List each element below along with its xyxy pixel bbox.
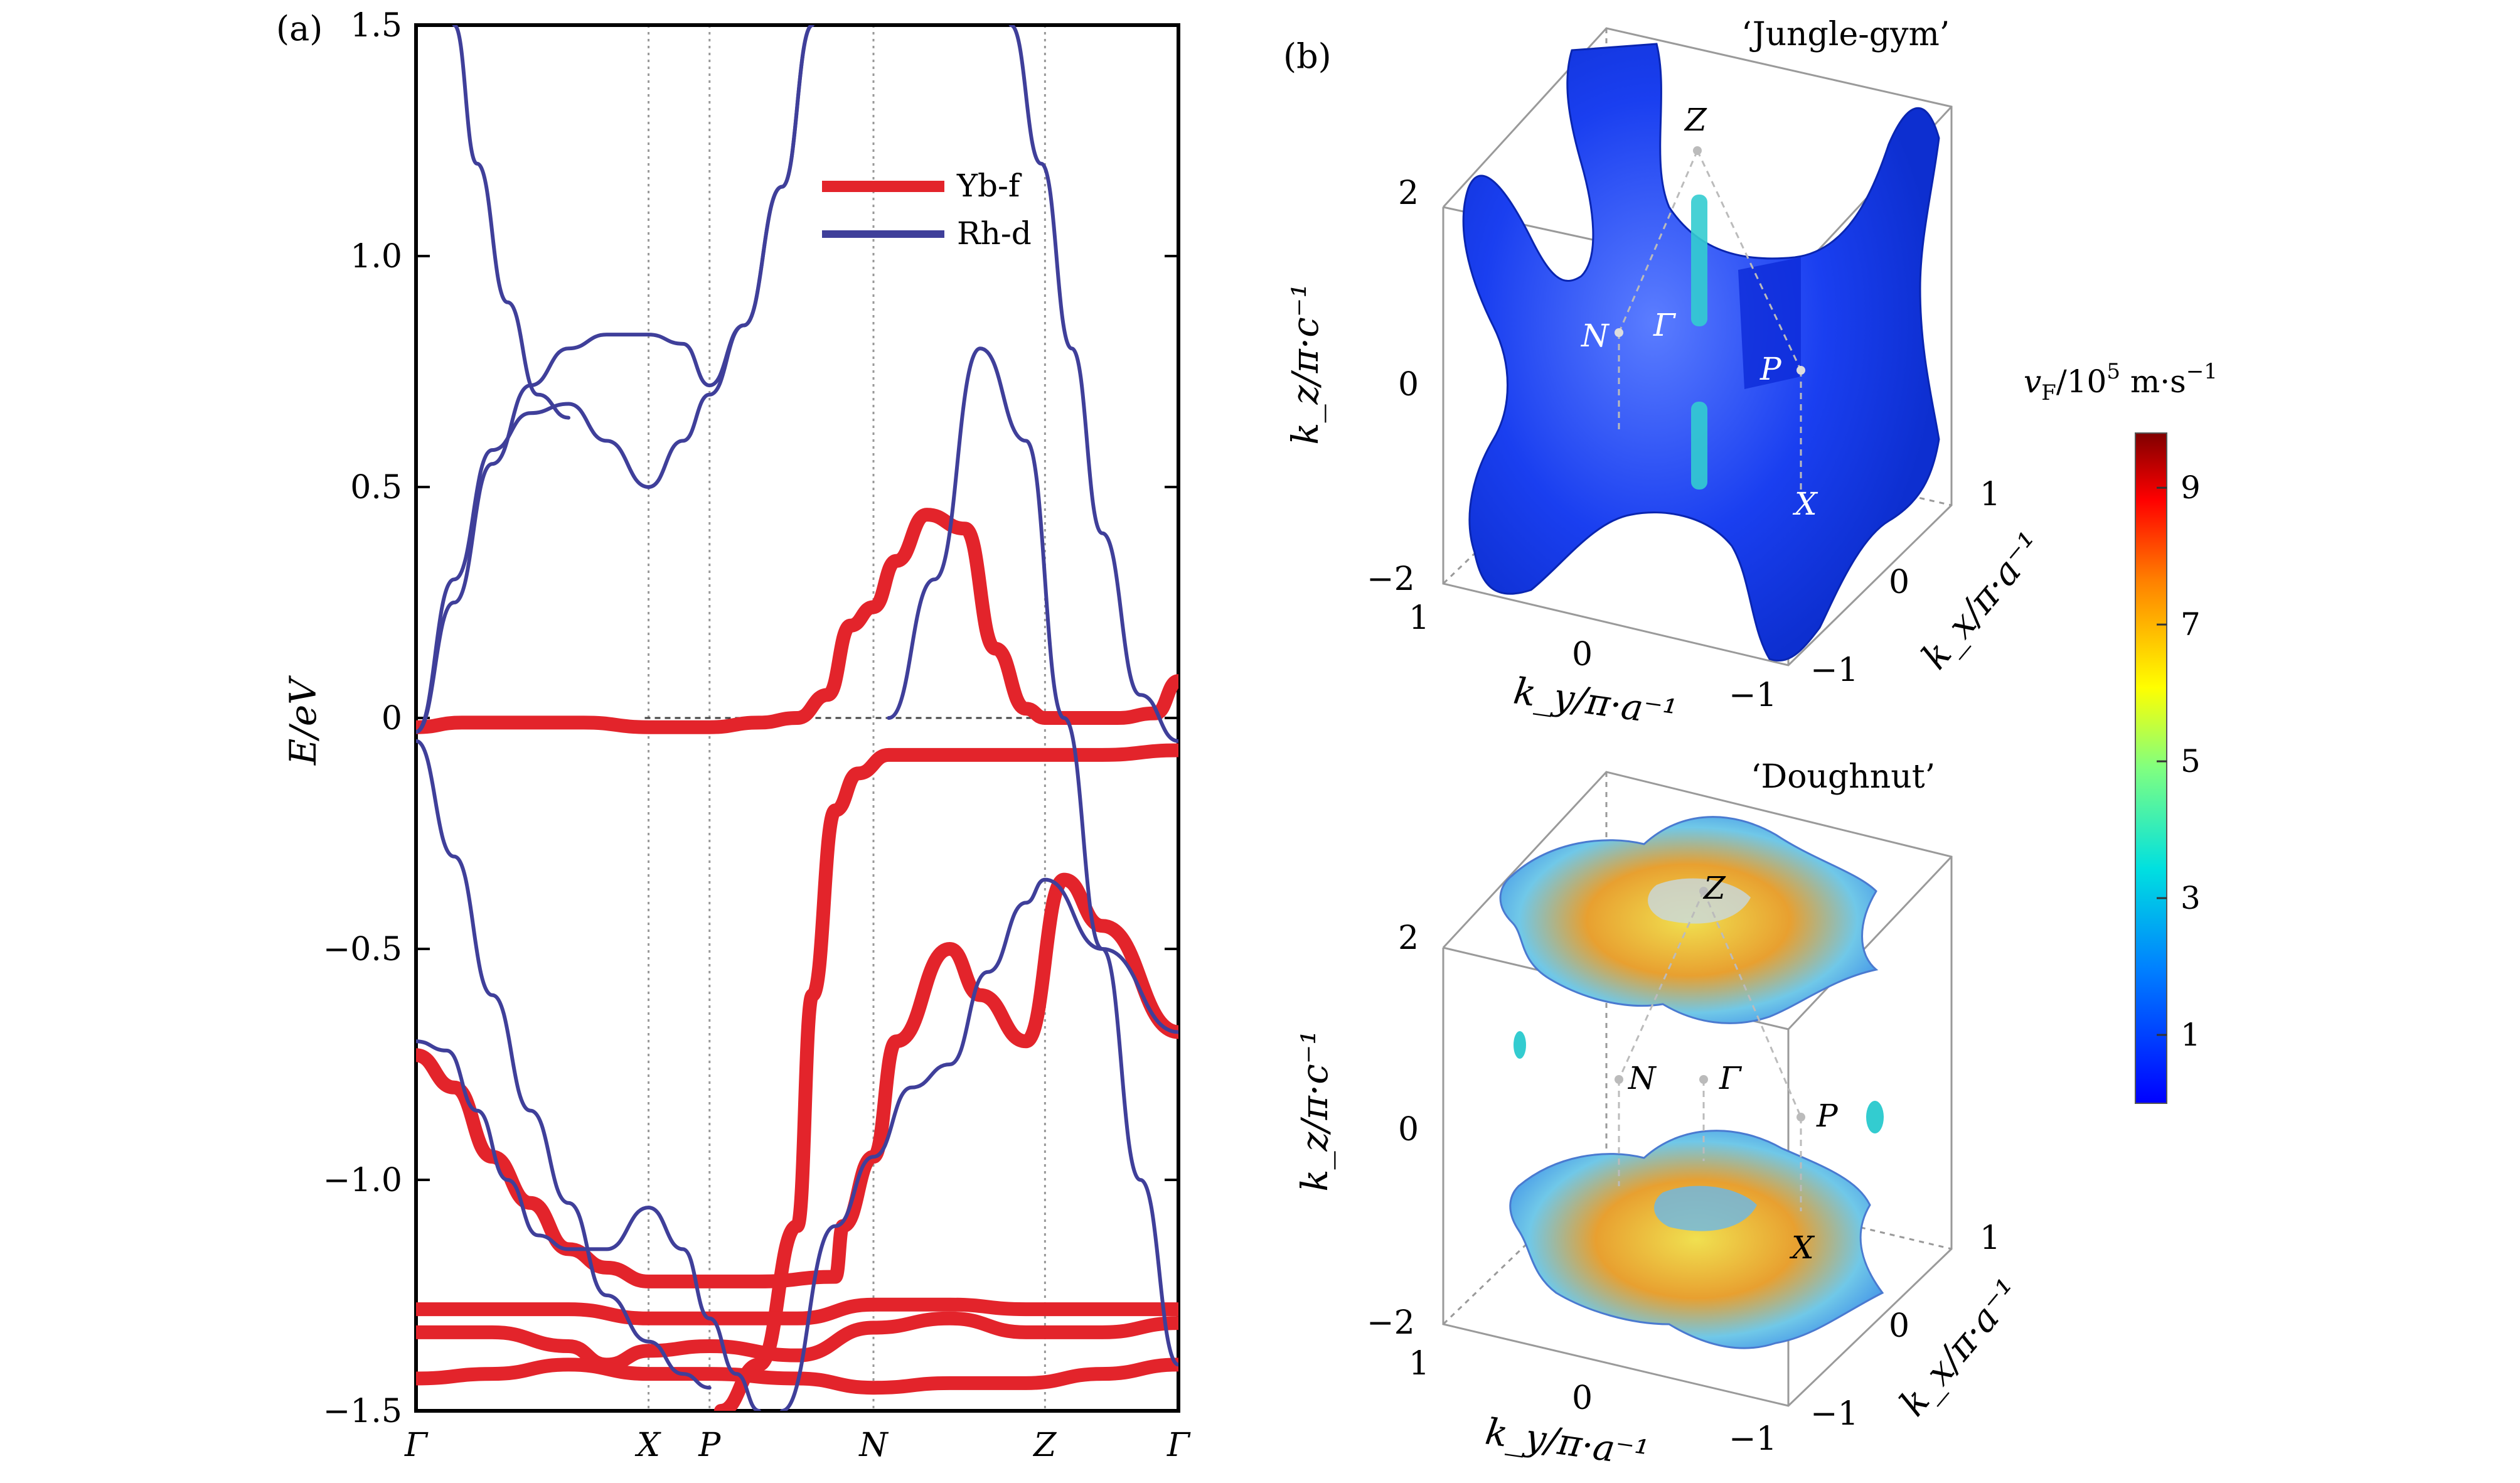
y-axis-label: E/eV	[282, 675, 324, 766]
doughnut-pocket-right	[1866, 1101, 1884, 1133]
jungle-gym-kx-tick-0: 0	[1889, 564, 1909, 601]
jungle-gym-kx-tick-m1: −1	[1810, 651, 1859, 689]
legend: Yb-f Rh-d	[822, 168, 1032, 252]
doughnut-lower-hole	[1654, 1186, 1757, 1231]
jungle-gym-ky-tick-1: 1	[1409, 599, 1429, 637]
doughnut-ky-tick-1: 1	[1409, 1345, 1429, 1383]
doughnut-plot: ‘Doughnut’ Z N Γ P	[1293, 758, 2029, 1475]
band-curve-rh-d	[416, 25, 814, 734]
band-curve-rh-d	[887, 346, 1178, 1367]
jungle-gym-point-gamma: Γ	[1653, 307, 1677, 343]
colorbar-tick-label: 3	[2181, 880, 2201, 916]
y-tick-label: 0	[382, 700, 402, 737]
doughnut-kx-tick-m1: −1	[1810, 1395, 1859, 1433]
band-curve-rh-d	[416, 25, 814, 734]
colorbar-tick-label: 5	[2181, 743, 2201, 779]
doughnut-point-p: P	[1816, 1098, 1839, 1134]
colorbar-gradient	[2135, 432, 2167, 1104]
band-curve-rh-d	[1008, 25, 1178, 743]
panel-b-label: (b)	[1283, 36, 1332, 76]
colorbar-label-v: v	[2024, 363, 2041, 400]
x-tick-label: N	[858, 1427, 889, 1464]
band-curve-rh-d	[452, 25, 570, 420]
doughnut-kz-tick-m2: −2	[1367, 1304, 1415, 1342]
doughnut-kz-tick-2: 2	[1398, 919, 1419, 957]
x-tick-label: Γ	[1167, 1427, 1191, 1464]
jungle-gym-kx-tick-1: 1	[1980, 476, 2000, 513]
doughnut-kz-tick-0: 0	[1398, 1111, 1419, 1148]
band-curve-yb-f	[714, 743, 1178, 1411]
x-tick-label: Γ	[404, 1427, 429, 1464]
band-curve-rh-d	[416, 739, 712, 1390]
colorbar-label-unit: m·s	[2120, 363, 2186, 400]
panel-a-label: (a)	[276, 9, 323, 48]
jungle-gym-kz-tick-m2: −2	[1367, 560, 1415, 598]
jungle-gym-point-n: N	[1581, 318, 1610, 354]
band-curve-yb-f	[416, 872, 1178, 1288]
jungle-gym-ky-label: k_y/π·a⁻¹	[1511, 670, 1679, 735]
jungle-gym-dark-panel	[1738, 257, 1801, 389]
jungle-gym-surface	[1462, 43, 1940, 662]
doughnut-ky-label: k_y/π·a⁻¹	[1483, 1410, 1651, 1475]
y-tick-label: 1.0	[350, 238, 402, 276]
x-tick-label: X	[634, 1427, 661, 1464]
jungle-gym-point-x: X	[1792, 486, 1818, 522]
jungle-gym-point-z: Z	[1684, 102, 1707, 138]
y-tick-label: 1.5	[350, 7, 402, 45]
x-tick-label: P	[698, 1427, 721, 1464]
y-tick-label: 0.5	[350, 469, 402, 506]
doughnut-pocket-left	[1514, 1031, 1526, 1059]
colorbar-label-rest: /10	[2056, 363, 2106, 400]
doughnut-upper-hole	[1648, 878, 1751, 924]
band-curve-rh-d	[416, 1039, 761, 1411]
doughnut-lower-ring	[1509, 1130, 1884, 1349]
jungle-gym-cyan-tube-lower	[1691, 402, 1707, 490]
band-curve-yb-f	[416, 508, 1178, 734]
doughnut-ky-tick-0: 0	[1572, 1379, 1593, 1417]
y-tick-label: −1.0	[323, 1162, 402, 1199]
doughnut-kx-tick-0: 0	[1889, 1307, 1909, 1345]
band-curve-yb-f	[416, 1311, 1178, 1372]
band-curves	[416, 25, 1178, 1411]
y-tick-label: −1.5	[323, 1393, 402, 1430]
jungle-gym-ky-tick-m1: −1	[1729, 677, 1777, 714]
colorbar-tick-label: 9	[2181, 469, 2201, 506]
doughnut-kx-tick-1: 1	[1980, 1219, 2000, 1257]
doughnut-kx-label: k_x/π·a⁻¹	[1891, 1271, 2029, 1424]
legend-label-rh-d: Rh-d	[957, 215, 1032, 252]
band-curve-rh-d	[780, 877, 1178, 1411]
doughnut-point-z: Z	[1702, 870, 1726, 906]
jungle-gym-kz-label: k_z/π·c⁻¹	[1284, 283, 1327, 444]
doughnut-title: ‘Doughnut’	[1751, 758, 1935, 796]
colorbar-label-exp: 5	[2106, 359, 2120, 384]
jungle-gym-point-p: P	[1759, 351, 1782, 387]
jungle-gym-kz-tick-0: 0	[1398, 366, 1419, 404]
doughnut-point-x: X	[1789, 1229, 1815, 1266]
colorbar-label: vF/105 m·s−1	[2024, 359, 2218, 405]
jungle-gym-kx-label: k_x/π·a⁻¹	[1913, 524, 2051, 677]
jungle-gym-title: ‘Jungle-gym’	[1741, 16, 1950, 53]
colorbar-ticks: 9 7 5 3 1	[2157, 469, 2201, 1053]
colorbar-tick-label: 1	[2181, 1017, 2201, 1053]
x-tick-label: Z	[1032, 1427, 1057, 1464]
plot-frame	[414, 23, 1180, 1413]
y-tick-label: −0.5	[323, 931, 402, 968]
jungle-gym-ky-tick-0: 0	[1572, 636, 1593, 673]
doughnut-kz-label: k_z/π·c⁻¹	[1293, 1030, 1336, 1191]
doughnut-ky-tick-m1: −1	[1729, 1420, 1777, 1458]
colorbar-label-sub: F	[2041, 380, 2056, 405]
jungle-gym-plot: ‘Jungle-gym’ Z N Γ P X 2	[1284, 16, 2051, 734]
band-structure-axes: Γ X P N Z Γ 1.5 1.0 0.5 0 −0.5 −1.0 −1.5	[323, 7, 1191, 1464]
colorbar-tick-label: 7	[2181, 606, 2201, 643]
jungle-gym-kz-tick-2: 2	[1398, 174, 1419, 212]
legend-label-yb-f: Yb-f	[956, 168, 1022, 204]
doughnut-point-n: N	[1628, 1060, 1657, 1096]
band-curve-yb-f	[416, 1297, 1178, 1325]
colorbar-label-unit-exp: −1	[2186, 359, 2218, 384]
doughnut-point-gamma: Γ	[1719, 1060, 1743, 1096]
jungle-gym-cyan-tube	[1691, 195, 1707, 326]
